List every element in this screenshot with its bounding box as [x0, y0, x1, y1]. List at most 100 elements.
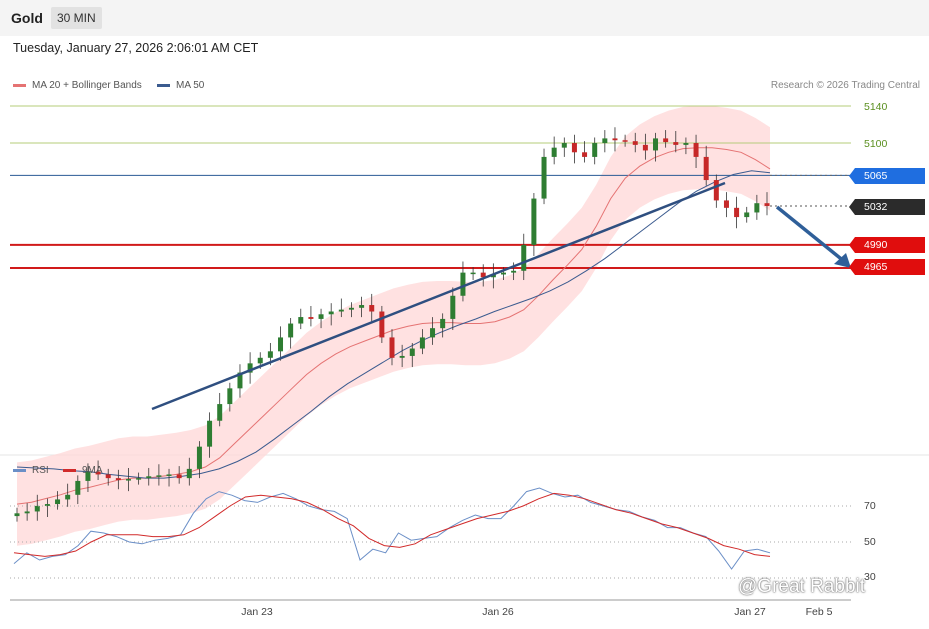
candle	[602, 138, 608, 144]
x-tick-jan23: Jan 23	[241, 606, 273, 618]
candle	[389, 337, 395, 358]
watermark: @Great Rabbit	[738, 576, 866, 597]
candle	[95, 471, 101, 475]
candle	[288, 323, 294, 338]
candle	[399, 355, 405, 358]
candle	[754, 203, 760, 213]
candle	[632, 141, 638, 145]
timestamp: Tuesday, January 27, 2026 2:06:01 AM CET	[13, 41, 259, 55]
candle	[500, 272, 506, 275]
candle	[75, 480, 81, 495]
candle	[298, 317, 304, 324]
candle	[622, 140, 628, 142]
candle	[673, 142, 679, 145]
legend-ma50-label: MA 50	[176, 80, 205, 91]
candle	[541, 156, 547, 199]
candle	[308, 317, 314, 319]
candle	[663, 138, 669, 143]
level-label-5100: 5100	[864, 138, 888, 150]
candle	[65, 494, 71, 500]
legend-rsi-ma: 9MA	[63, 465, 103, 476]
candle	[764, 203, 770, 206]
candle	[85, 471, 91, 481]
ma50-swatch	[157, 84, 170, 87]
x-tick-jan27: Jan 27	[734, 606, 766, 618]
candle	[217, 404, 223, 421]
candle	[359, 305, 365, 308]
candle	[166, 474, 172, 476]
candle	[257, 357, 263, 364]
candle	[612, 138, 618, 141]
legend-rsi-label: RSI	[32, 465, 49, 476]
rsi-swatch	[13, 469, 26, 472]
candle	[227, 388, 233, 405]
candle	[136, 478, 142, 480]
candle	[703, 156, 709, 181]
candle	[470, 272, 476, 275]
candle	[450, 295, 456, 319]
forecast-arrow	[775, 205, 847, 264]
legend-rsi-ma-label: 9MA	[82, 465, 103, 476]
candle	[480, 272, 486, 278]
candle	[24, 511, 30, 514]
candle	[744, 212, 750, 218]
candle	[531, 198, 537, 245]
level-badge-5065: 5065	[849, 168, 925, 184]
symbol-title: Gold	[11, 10, 43, 26]
rsi-tick-50: 50	[864, 536, 876, 548]
candle	[521, 244, 527, 271]
candle	[409, 348, 415, 356]
timeframe-badge[interactable]: 30 MIN	[51, 7, 102, 29]
candle	[653, 138, 659, 151]
candle	[115, 478, 121, 480]
candle	[176, 474, 182, 479]
candle	[693, 143, 699, 157]
credit-text: Research © 2026 Trading Central	[770, 80, 920, 91]
candle	[683, 143, 689, 145]
rsi-ma-line	[13, 492, 771, 557]
candle	[105, 474, 111, 479]
price-badge-5032: 5032	[849, 199, 925, 215]
candle	[44, 504, 50, 506]
legend-ma20-label: MA 20 + Bollinger Bands	[32, 80, 142, 91]
rsi-tick-30: 30	[864, 571, 876, 583]
candle	[460, 272, 466, 296]
candle	[196, 446, 202, 469]
ma20-swatch	[13, 84, 26, 87]
candle	[318, 314, 324, 319]
candle	[440, 318, 446, 329]
candle	[561, 143, 567, 148]
candle	[156, 475, 162, 477]
candle	[734, 207, 740, 218]
legend-ma20: MA 20 + Bollinger Bands	[13, 80, 142, 91]
x-tick-jan26: Jan 26	[482, 606, 514, 618]
candle	[582, 152, 588, 157]
candle	[14, 513, 20, 517]
level-label-5140: 5140	[864, 101, 888, 113]
candle	[146, 476, 152, 479]
rsi-ma-swatch	[63, 469, 76, 472]
rsi-tick-70: 70	[864, 500, 876, 512]
legend-ma50: MA 50	[157, 80, 204, 91]
candle	[369, 305, 375, 312]
level-badge-4965: 4965	[849, 259, 925, 275]
candle	[551, 147, 557, 157]
header-bar: Gold 30 MIN	[0, 0, 929, 36]
candle	[379, 311, 385, 338]
candle	[430, 328, 436, 338]
level-badge-4990: 4990	[849, 237, 925, 253]
candle	[723, 200, 729, 208]
candle	[186, 468, 192, 479]
trendline	[151, 181, 726, 411]
forecast-arrowhead	[834, 253, 851, 268]
candle	[511, 270, 517, 273]
candle	[207, 420, 213, 447]
candle	[34, 505, 40, 512]
candle	[592, 143, 598, 157]
candle	[237, 372, 243, 389]
candle	[348, 307, 354, 310]
candle	[125, 479, 131, 481]
candle	[571, 143, 577, 153]
candle	[490, 274, 496, 278]
